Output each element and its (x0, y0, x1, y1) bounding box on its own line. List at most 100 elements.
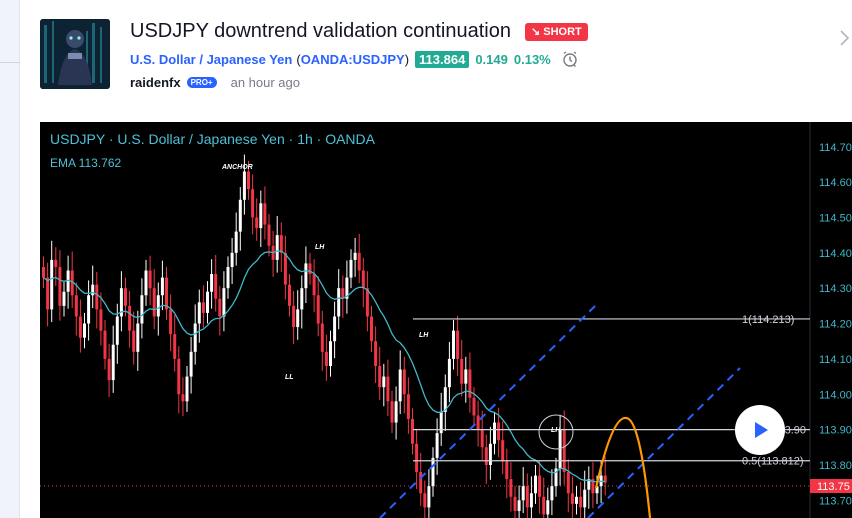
candle-body (156, 295, 160, 317)
candle-body (497, 422, 501, 441)
candle-body (140, 295, 144, 324)
candle-body (419, 472, 423, 494)
candle-body (538, 475, 542, 497)
candle-body (165, 277, 168, 310)
lh-label-3: LH (551, 427, 561, 434)
candle-body (521, 486, 525, 501)
candle-body (124, 288, 127, 306)
candle-body (238, 199, 242, 232)
candle-body (275, 235, 279, 260)
candle-body (292, 305, 296, 328)
candle-body (591, 479, 595, 494)
candle-body (583, 489, 587, 508)
ema-line (43, 250, 606, 483)
candle-body (263, 203, 267, 225)
symbol-name-link[interactable]: U.S. Dollar / Japanese Yen (130, 51, 293, 67)
price-axis-tick: 113.70 (819, 495, 852, 507)
candle-body (119, 288, 123, 317)
play-icon (755, 422, 768, 438)
candle-body (279, 235, 283, 253)
candle-body (443, 387, 447, 412)
candle-body (95, 284, 99, 310)
candle-body (128, 305, 132, 331)
candle-body (66, 270, 70, 292)
candle-body (472, 397, 476, 416)
price-axis-tick: 114.40 (819, 248, 852, 260)
candle-body (415, 443, 419, 473)
candle-body (255, 217, 259, 229)
lh-highlight-circle (538, 414, 574, 450)
candle-body (501, 440, 505, 462)
candle-body (333, 316, 337, 342)
idea-title[interactable]: USDJPY downtrend validation continuation (130, 20, 511, 42)
author-avatar[interactable] (40, 19, 110, 89)
candle-body (402, 369, 406, 395)
candle-body (550, 486, 554, 501)
candle-body (107, 358, 111, 381)
trend-channel-lower (587, 367, 741, 518)
candle-body (267, 224, 271, 246)
candle-body (193, 323, 197, 352)
publish-time: an hour ago (230, 74, 300, 90)
candle-body (431, 457, 435, 487)
candle-body (197, 302, 201, 324)
candle-body (452, 330, 455, 359)
candle-body (460, 358, 464, 384)
author-name[interactable]: raidenfx (130, 74, 181, 90)
candle-body (345, 277, 349, 299)
candle-body (427, 486, 431, 508)
candle-body (382, 376, 386, 388)
candle-body (144, 270, 148, 296)
candle-body (189, 351, 193, 377)
candle-body (201, 302, 205, 313)
candle-body (91, 284, 95, 296)
candle-body (46, 277, 50, 310)
play-button[interactable] (735, 405, 785, 455)
fib-level-label: 1(114.213) (742, 314, 794, 326)
candle-body (251, 189, 255, 218)
candle-body (329, 341, 332, 366)
alarm-clock-icon[interactable] (561, 50, 579, 68)
candle-body (386, 376, 390, 402)
candle-body (365, 288, 369, 317)
candle-body (78, 316, 82, 338)
candle-body (218, 298, 222, 317)
candle-body (132, 330, 136, 352)
candle-body (587, 479, 591, 490)
symbol-ticker-link[interactable]: OANDA:USDJPY (300, 51, 405, 67)
candle-body (70, 270, 74, 296)
candle-body (304, 263, 308, 289)
chart-canvas: 114.70 114.60 114.50 114.40 114.30 114.20 114.… (40, 122, 852, 518)
candle-body (341, 288, 345, 299)
candle-body (177, 358, 181, 395)
candle-body (575, 496, 578, 504)
short-badge-label: SHORT (543, 26, 582, 38)
symbol-row: U.S. Dollar / Japanese Yen ( OANDA:USDJP… (130, 49, 579, 69)
change-pct: 0.13% (513, 51, 551, 67)
candle-body (230, 252, 234, 267)
candle-body (603, 475, 607, 483)
candle-body (517, 500, 521, 511)
short-badge: ↘ SHORT (525, 23, 588, 41)
candle-body (357, 252, 361, 271)
candle-body (374, 341, 378, 366)
candle-body (103, 330, 107, 359)
candle-body (148, 270, 152, 289)
candle-body (423, 493, 427, 508)
current-price-text: 113.75 (817, 481, 850, 493)
price-axis-tick: 114.30 (819, 283, 852, 295)
paren-close: ) (404, 51, 410, 67)
candle-body (513, 496, 517, 511)
candle-body (378, 365, 382, 388)
arrow-down-right-icon: ↘ (531, 26, 541, 38)
candle-body (226, 266, 230, 289)
candle-body (316, 295, 320, 324)
chart-snapshot[interactable]: 114.70 114.60 114.50 114.40 114.30 114.20 114.… (40, 122, 852, 518)
chevron-right-icon[interactable] (836, 28, 852, 48)
candle-body (394, 401, 398, 423)
price-axis-tick: 114.70 (819, 142, 852, 154)
candle-body (505, 461, 509, 480)
candle-body (185, 376, 189, 402)
price-axis-tick: 113.90 (819, 425, 852, 437)
